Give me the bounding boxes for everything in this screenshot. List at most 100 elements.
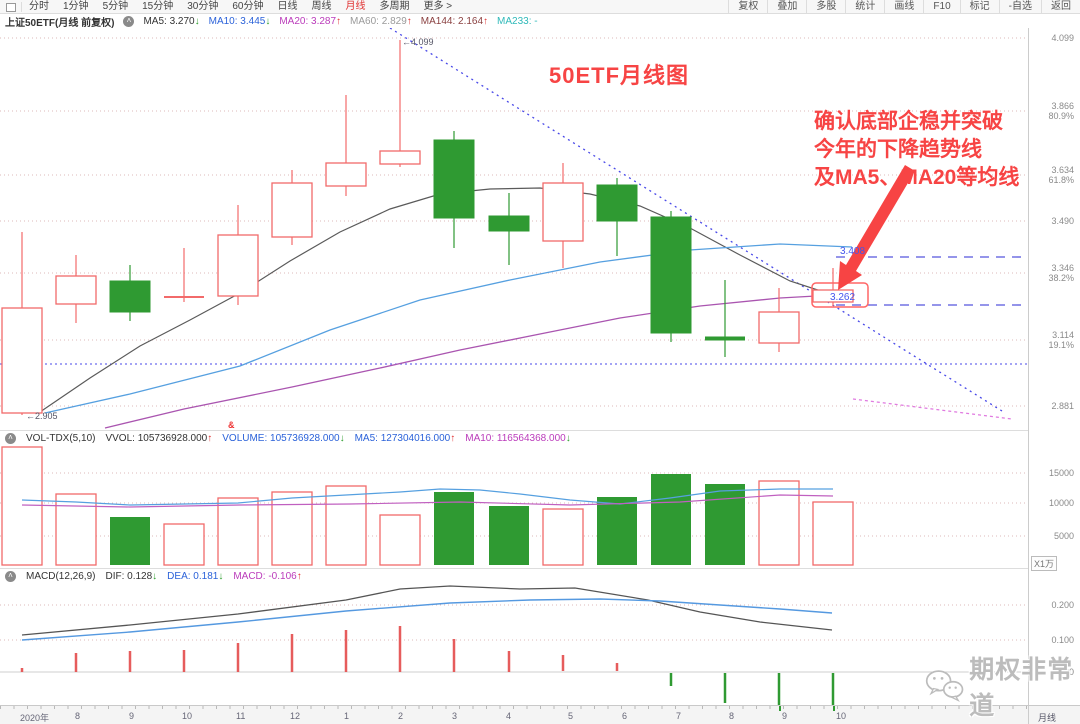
ma10-value: MA10: 3.445↓ (208, 15, 271, 27)
macd-bar-overflow-tick (779, 706, 781, 711)
period-tab-30分钟[interactable]: 30分钟 (187, 1, 219, 12)
time-axis-label: 8 (729, 711, 735, 721)
toolbar-button-F10[interactable]: F10 (923, 0, 959, 13)
ma144-value: MA144: 2.164↑ (420, 15, 489, 27)
time-axis: 月线 2020年 8 9 10 11 12 1 2 3 4 5 6 7 8 9 10 (0, 705, 1080, 724)
macd-axis-label: 0.100 (1051, 635, 1074, 645)
period-tab-更多 >[interactable]: 更多 > (423, 1, 453, 12)
svg-text:&: & (228, 420, 235, 430)
time-axis-label: 1 (344, 711, 350, 721)
period-tab-周线[interactable]: 周线 (311, 1, 332, 12)
ma233-value: MA233: - (497, 15, 538, 27)
vol-ma5-value: MA5: 127304016.000↑ (354, 432, 456, 444)
macd-canvas[interactable] (0, 583, 1028, 705)
candlestick-canvas[interactable]: 3.408 3.262 ←4.099 ←2.905 & (0, 28, 1028, 430)
time-axis-label: 5 (568, 711, 574, 721)
macd-axis-label: 0.000 (1051, 667, 1074, 677)
macd-bar-overflow-tick (833, 706, 835, 711)
macd-axis-label: 0.200 (1051, 600, 1074, 610)
period-tab-日线[interactable]: 日线 (277, 1, 298, 12)
time-axis-label: 6 (622, 711, 628, 721)
toolbar-button-叠加[interactable]: 叠加 (767, 0, 806, 13)
volume-axis-label: 10000 (1048, 498, 1074, 508)
svg-text:3.408: 3.408 (840, 246, 865, 257)
time-axis-label: 4 (506, 711, 512, 721)
price-axis-label: 2.881 (1051, 401, 1074, 411)
time-axis-label: 10 (836, 711, 847, 721)
period-tab-15分钟[interactable]: 15分钟 (142, 1, 174, 12)
watermark: 期权非常道 (925, 650, 1080, 722)
price-axis: 4.099 3.866 80.9% 3.634 61.8% 3.490 3.346 38.2%… (1028, 28, 1080, 705)
volume-chart[interactable] (0, 445, 1028, 568)
time-axis-label: 2 (398, 711, 404, 721)
time-axis-label: 7 (676, 711, 682, 721)
toolbar-button-返回[interactable]: 返回 (1041, 0, 1080, 13)
vol-ma10-value: MA10: 116564368.000↓ (465, 432, 571, 444)
macd-chart[interactable] (0, 583, 1028, 705)
vol-indicator-name: VOL-TDX(5,10) (26, 432, 96, 444)
period-tab-分时[interactable]: 分时 (29, 1, 49, 12)
macd-collapse-icon[interactable]: ˄ (5, 570, 16, 582)
macd-indicator-name: MACD(12,26,9) (26, 570, 96, 582)
analysis-note: 确认底部企稳并突破 今年的下降趋势线 及MA5、MA20等均线 (814, 110, 1020, 189)
time-axis-label: 2020年 (20, 713, 50, 723)
toolbar-button-复权[interactable]: 复权 (728, 0, 767, 13)
ma20-value: MA20: 3.287↑ (279, 15, 342, 27)
toolbar-button-统计[interactable]: 统计 (845, 0, 884, 13)
time-axis-label: 12 (290, 711, 301, 721)
svg-text:←4.099: ←4.099 (402, 37, 434, 47)
period-tab-60分钟[interactable]: 60分钟 (232, 1, 264, 12)
toolbar-divider (21, 1, 22, 12)
title-row: 上证50ETF(月线 前复权) ˄ MA5: 3.270↓ MA10: 3.44… (0, 14, 1028, 29)
vol-collapse-icon[interactable]: ˄ (5, 432, 16, 444)
macd-value: MACD: -0.106↑ (233, 570, 302, 582)
dif-value: DIF: 0.128↓ (105, 570, 158, 582)
period-axis-label: 月线 (1038, 713, 1057, 723)
price-axis-label: 3.866 80.9% (1048, 101, 1074, 121)
time-axis-label: 9 (129, 711, 135, 721)
toolbar-button-标记[interactable]: 标记 (959, 0, 999, 13)
chart-title-annotation: 50ETF月线图 (549, 63, 690, 88)
period-tab-月线[interactable]: 月线 (345, 1, 366, 12)
wechat-icon (925, 670, 964, 703)
price-axis-label: 3.346 38.2% (1048, 263, 1074, 283)
vvol-value: VVOL: 105736928.000↑ (105, 432, 213, 444)
instrument-title: 上证50ETF(月线 前复权) (5, 17, 115, 29)
time-axis-label: 11 (236, 711, 246, 721)
macd-indicator-header: ˄ MACD(12,26,9) DIF: 0.128↓ DEA: 0.181↓ … (0, 568, 1028, 583)
period-tab-多周期[interactable]: 多周期 (379, 1, 410, 12)
top-toolbar: 分时 1分钟 5分钟 15分钟 30分钟 60分钟 日线 周线 月线 多周期 更多 > 复权 叠加 多股… (0, 0, 1080, 14)
time-axis-label: 10 (182, 711, 193, 721)
period-tab-5分钟[interactable]: 5分钟 (102, 1, 129, 12)
ma60-value: MA60: 2.829↑ (350, 15, 412, 27)
price-axis-label: 3.634 61.8% (1048, 165, 1074, 185)
time-axis-label: 9 (782, 711, 788, 721)
period-tabs: 分时 1分钟 5分钟 15分钟 30分钟 60分钟 日线 周线 月线 多周期 更多 > (0, 0, 459, 13)
time-axis-label: 3 (452, 711, 458, 721)
volume-canvas[interactable] (0, 445, 1028, 568)
period-tab-1分钟[interactable]: 1分钟 (63, 1, 89, 12)
dea-value: DEA: 0.181↓ (167, 570, 224, 582)
volume-axis-label: 5000 (1053, 531, 1074, 541)
volume-indicator-header: ˄ VOL-TDX(5,10) VVOL: 105736928.000↑ VOL… (0, 430, 1028, 445)
toolbar-button-画线[interactable]: 画线 (884, 0, 923, 13)
window-icon[interactable] (6, 3, 16, 12)
volume-value: VOLUME: 105736928.000↓ (222, 432, 345, 444)
main-candlestick-chart[interactable]: 3.408 3.262 ←4.099 ←2.905 & 50ETF月线图 确认底部企稳并… (0, 28, 1028, 430)
toolbar-buttons: 复权 叠加 多股 统计 画线 F10 标记 -自选 返回 (728, 0, 1080, 13)
toolbar-button--自选[interactable]: -自选 (998, 0, 1041, 13)
watermark-text: 期权非常道 (969, 656, 1074, 720)
axis-separator (1028, 706, 1029, 724)
price-axis-label: 4.099 (1051, 33, 1074, 43)
axis-ticks (0, 706, 1028, 709)
time-axis-label: 8 (75, 711, 81, 721)
svg-text:3.262: 3.262 (830, 292, 855, 303)
toolbar-button-多股[interactable]: 多股 (806, 0, 845, 13)
ma5-value: MA5: 3.270↓ (143, 15, 200, 27)
price-axis-label: 3.114 19.1% (1048, 330, 1074, 350)
collapse-icon[interactable]: ˄ (123, 15, 135, 27)
svg-text:←2.905: ←2.905 (26, 411, 58, 421)
volume-axis-unit: X1万 (1031, 556, 1058, 571)
price-axis-label: 3.490 (1051, 216, 1074, 226)
